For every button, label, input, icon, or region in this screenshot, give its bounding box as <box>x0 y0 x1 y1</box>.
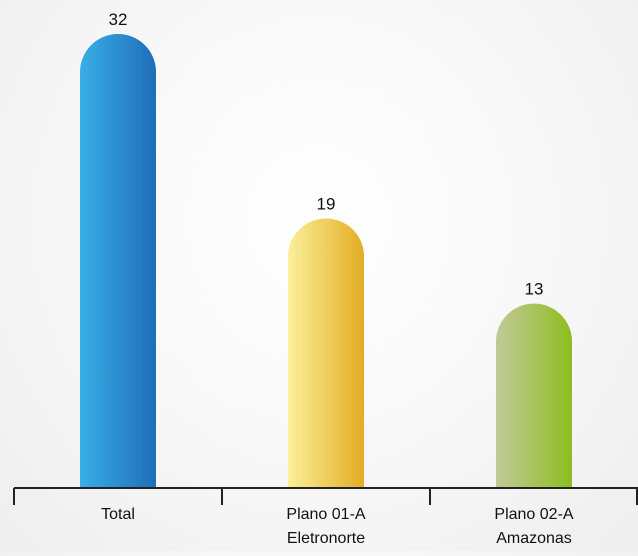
category-label-2-line-0: Plano 02-A <box>494 506 573 523</box>
value-label-0: 32 <box>109 10 128 29</box>
bar-0 <box>80 34 156 488</box>
value-label-1: 19 <box>317 194 336 213</box>
category-label-1-line-1: Eletronorte <box>287 530 365 547</box>
bars-layer <box>80 34 572 488</box>
bar-2 <box>496 303 572 488</box>
category-label-1-line-0: Plano 01-A <box>286 506 365 523</box>
x-axis <box>13 487 638 505</box>
category-label-0: Total <box>101 506 135 523</box>
category-label-2-line-1: Amazonas <box>496 530 572 547</box>
bar-1 <box>288 218 364 488</box>
value-label-2: 13 <box>525 280 544 299</box>
labels-layer: 32 Total 19 Plano 01-A Eletronorte 13 Plano 02… <box>101 10 574 547</box>
